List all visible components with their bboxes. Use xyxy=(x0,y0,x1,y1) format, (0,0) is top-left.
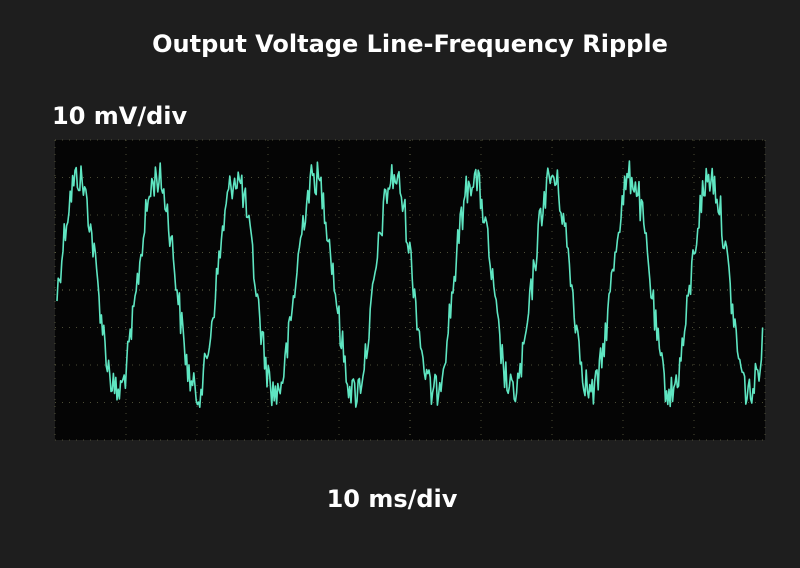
graticule xyxy=(54,139,766,441)
horizontal-scale: 10 ms/div xyxy=(327,485,458,513)
vertical-scale: 10 mV/div xyxy=(52,102,188,130)
title: Output Voltage Line-Frequency Ripple xyxy=(152,30,668,58)
waveform xyxy=(56,160,764,409)
